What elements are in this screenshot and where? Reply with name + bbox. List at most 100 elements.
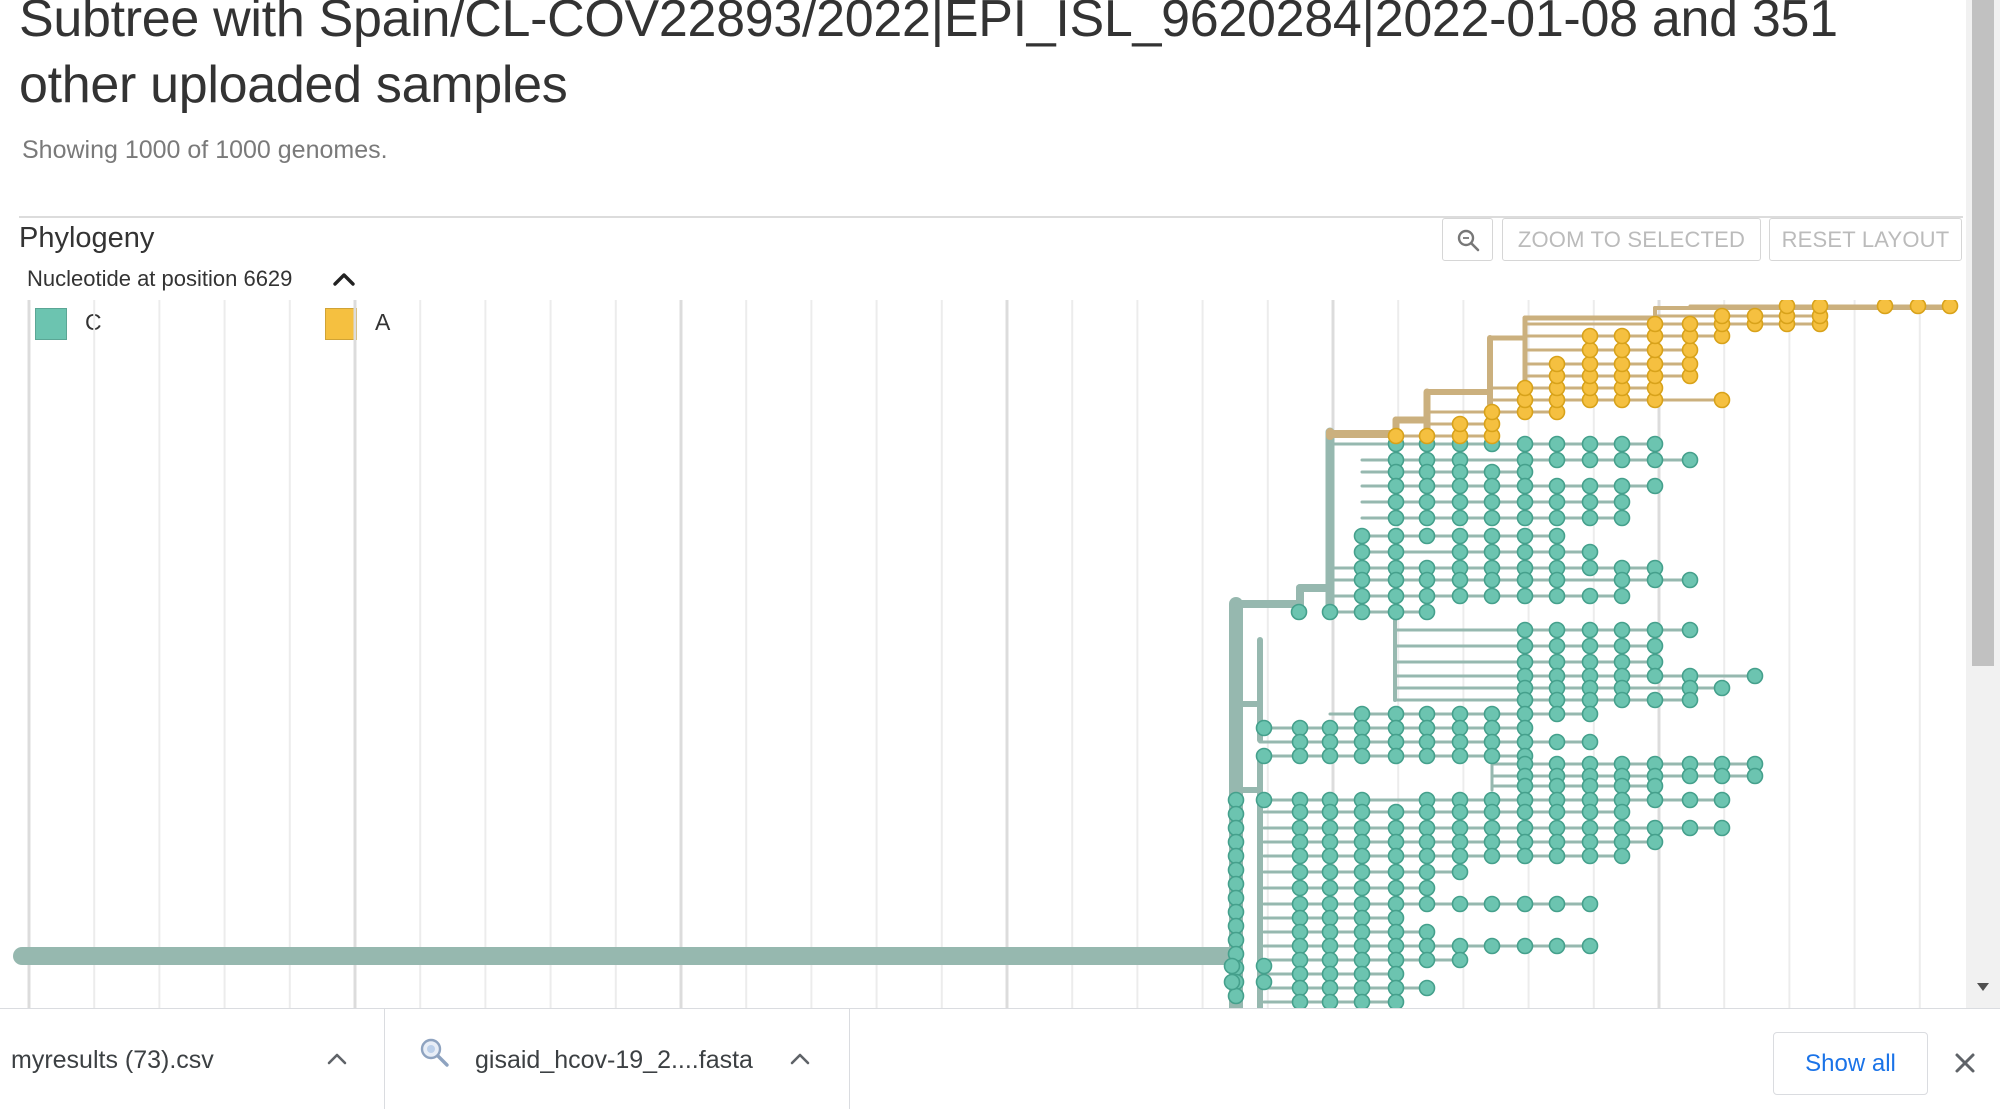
tree-node[interactable] (1581, 543, 1599, 561)
tree-node[interactable] (1353, 937, 1371, 955)
tree-node[interactable] (1418, 509, 1436, 527)
tree-node[interactable] (1387, 705, 1405, 723)
tree-node[interactable] (1681, 819, 1699, 837)
tree-node[interactable] (1321, 923, 1339, 941)
tree-node[interactable] (1516, 719, 1534, 737)
tree-node[interactable] (1746, 307, 1764, 325)
tree-node[interactable] (1321, 747, 1339, 765)
tree-node[interactable] (1353, 747, 1371, 765)
tree-node[interactable] (1613, 327, 1631, 345)
tree-node[interactable] (1613, 653, 1631, 671)
tree-node[interactable] (1581, 847, 1599, 865)
tree-node[interactable] (1483, 747, 1501, 765)
tree-node[interactable] (1387, 587, 1405, 605)
download-filename[interactable]: myresults (73).csv (11, 1046, 214, 1074)
tree-node[interactable] (1418, 571, 1436, 589)
vertical-scrollbar[interactable] (1966, 0, 2000, 1008)
tree-node[interactable] (1581, 937, 1599, 955)
tree-node[interactable] (1321, 803, 1339, 821)
tree-node[interactable] (1713, 679, 1731, 697)
tree-node[interactable] (1613, 847, 1631, 865)
tree-node[interactable] (1291, 879, 1309, 897)
tree-node[interactable] (1418, 477, 1436, 495)
tree-node[interactable] (1387, 747, 1405, 765)
tree-node[interactable] (1353, 527, 1371, 545)
tree-node[interactable] (1516, 803, 1534, 821)
tree-node[interactable] (1581, 435, 1599, 453)
tree-node[interactable] (1418, 819, 1436, 837)
tree-node[interactable] (1321, 937, 1339, 955)
tree-node[interactable] (1613, 509, 1631, 527)
tree-node[interactable] (1681, 621, 1699, 639)
tree-node[interactable] (1646, 571, 1664, 589)
tree-node[interactable] (1581, 587, 1599, 605)
tree-node[interactable] (1291, 951, 1309, 969)
tree-node[interactable] (1548, 691, 1566, 709)
tree-node[interactable] (1746, 667, 1764, 685)
tree-node[interactable] (1516, 733, 1534, 751)
tree-node[interactable] (1483, 705, 1501, 723)
tree-node[interactable] (1387, 719, 1405, 737)
tree-node[interactable] (1418, 527, 1436, 545)
tree-node[interactable] (1516, 833, 1534, 851)
tree-node[interactable] (1418, 847, 1436, 865)
tree-node[interactable] (1681, 767, 1699, 785)
tree-node[interactable] (1581, 341, 1599, 359)
tree-node[interactable] (1387, 965, 1405, 983)
tree-node[interactable] (1646, 451, 1664, 469)
tree-node[interactable] (1516, 477, 1534, 495)
tree-node[interactable] (1483, 803, 1501, 821)
tree-node[interactable] (1387, 993, 1405, 1009)
download-filename[interactable]: gisaid_hcov-19_2....fasta (475, 1046, 753, 1074)
tree-node[interactable] (1418, 951, 1436, 969)
tree-node[interactable] (1516, 509, 1534, 527)
tree-nodes[interactable] (1223, 300, 1959, 1009)
tree-node[interactable] (1581, 819, 1599, 837)
tree-node[interactable] (1353, 803, 1371, 821)
tree-node[interactable] (1516, 653, 1534, 671)
tree-node[interactable] (1291, 979, 1309, 997)
tree-node[interactable] (1581, 653, 1599, 671)
tree-node[interactable] (1613, 341, 1631, 359)
tree-node[interactable] (1646, 355, 1664, 373)
tree-node[interactable] (1548, 777, 1566, 795)
tree-node[interactable] (1646, 833, 1664, 851)
tree-node[interactable] (1418, 603, 1436, 621)
tree-node[interactable] (1483, 571, 1501, 589)
tree-node[interactable] (1291, 747, 1309, 765)
tree-node[interactable] (1353, 951, 1371, 969)
tree-node[interactable] (1451, 477, 1469, 495)
tree-node[interactable] (1227, 833, 1245, 851)
tree-node[interactable] (1548, 527, 1566, 545)
tree-node[interactable] (1516, 637, 1534, 655)
tree-node[interactable] (1418, 833, 1436, 851)
tree-node[interactable] (1227, 889, 1245, 907)
tree-node[interactable] (1483, 847, 1501, 865)
tree-node[interactable] (1227, 917, 1245, 935)
tree-node[interactable] (1483, 477, 1501, 495)
tree-node[interactable] (1646, 435, 1664, 453)
chevron-up-icon[interactable] (788, 1049, 812, 1069)
tree-node[interactable] (1581, 621, 1599, 639)
tree-node[interactable] (1581, 637, 1599, 655)
tree-node[interactable] (1548, 451, 1566, 469)
tree-node[interactable] (1646, 621, 1664, 639)
tree-node[interactable] (1255, 747, 1273, 765)
tree-node[interactable] (1255, 791, 1273, 809)
tree-node[interactable] (1483, 833, 1501, 851)
tree-node[interactable] (1451, 571, 1469, 589)
tree-node[interactable] (1321, 833, 1339, 851)
tree-node[interactable] (1418, 493, 1436, 511)
tree-node[interactable] (1387, 543, 1405, 561)
download-item[interactable]: myresults (73).csv (0, 1009, 385, 1109)
tree-node[interactable] (1451, 463, 1469, 481)
tree-node[interactable] (1876, 300, 1894, 315)
tree-node[interactable] (1451, 733, 1469, 751)
tree-node[interactable] (1483, 527, 1501, 545)
tree-node[interactable] (1451, 847, 1469, 865)
zoom-button[interactable] (1442, 218, 1493, 261)
tree-node[interactable] (1387, 603, 1405, 621)
tree-node[interactable] (1255, 719, 1273, 737)
tree-node[interactable] (1516, 819, 1534, 837)
tree-node[interactable] (1227, 875, 1245, 893)
